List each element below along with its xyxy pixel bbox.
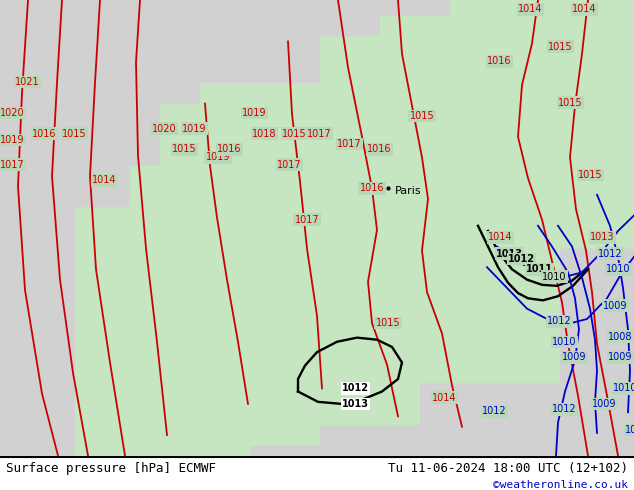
Text: 1010: 1010 bbox=[552, 337, 576, 347]
Text: 1016: 1016 bbox=[359, 183, 384, 194]
Text: Paris: Paris bbox=[395, 186, 422, 196]
Text: 1016: 1016 bbox=[32, 129, 56, 139]
Text: 1013: 1013 bbox=[496, 249, 523, 259]
Text: 1017: 1017 bbox=[277, 160, 302, 170]
Text: 1009: 1009 bbox=[562, 352, 586, 363]
Text: 1017: 1017 bbox=[295, 215, 320, 224]
Text: 1014: 1014 bbox=[488, 232, 512, 242]
Text: 1012: 1012 bbox=[547, 316, 572, 326]
Text: 1014: 1014 bbox=[432, 393, 456, 403]
Text: 1012: 1012 bbox=[598, 249, 623, 259]
Text: 1015: 1015 bbox=[376, 318, 400, 328]
Text: 1012: 1012 bbox=[342, 384, 369, 393]
Text: 1015: 1015 bbox=[410, 111, 434, 121]
Text: 1012: 1012 bbox=[552, 404, 577, 414]
Text: 1019: 1019 bbox=[0, 135, 25, 145]
Text: 1012: 1012 bbox=[508, 254, 535, 264]
Text: 1017: 1017 bbox=[337, 139, 361, 149]
Text: 1009: 1009 bbox=[608, 352, 633, 363]
Text: 1017: 1017 bbox=[0, 160, 25, 170]
Text: 1019: 1019 bbox=[206, 152, 230, 162]
Text: 1010: 1010 bbox=[625, 425, 634, 435]
Text: 1014: 1014 bbox=[518, 4, 543, 14]
Text: 1009: 1009 bbox=[592, 399, 616, 409]
Text: 1019: 1019 bbox=[182, 123, 207, 134]
Text: 1021: 1021 bbox=[15, 77, 39, 87]
Text: 1010: 1010 bbox=[613, 384, 634, 393]
Text: 1016: 1016 bbox=[367, 144, 392, 154]
Text: 1020: 1020 bbox=[0, 108, 25, 118]
Text: 1015: 1015 bbox=[558, 98, 583, 108]
Text: 1011: 1011 bbox=[526, 265, 553, 274]
Text: 1012: 1012 bbox=[482, 406, 507, 416]
Text: 1015: 1015 bbox=[172, 144, 197, 154]
Text: 1013: 1013 bbox=[342, 399, 369, 409]
Text: Tu 11-06-2024 18:00 UTC (12+102): Tu 11-06-2024 18:00 UTC (12+102) bbox=[387, 462, 628, 475]
Text: 1019: 1019 bbox=[242, 108, 266, 118]
Text: 1020: 1020 bbox=[152, 123, 177, 134]
Text: ©weatheronline.co.uk: ©weatheronline.co.uk bbox=[493, 480, 628, 490]
Text: Surface pressure [hPa] ECMWF: Surface pressure [hPa] ECMWF bbox=[6, 462, 216, 475]
Text: 1010: 1010 bbox=[606, 265, 630, 274]
Text: 1014: 1014 bbox=[92, 175, 117, 185]
Text: 1016: 1016 bbox=[217, 144, 242, 154]
Text: 1014: 1014 bbox=[572, 4, 597, 14]
Text: 1009: 1009 bbox=[603, 301, 628, 311]
Text: 1016: 1016 bbox=[487, 56, 512, 66]
Text: 1015: 1015 bbox=[578, 170, 603, 180]
Text: 1013: 1013 bbox=[590, 232, 614, 242]
Text: 1008: 1008 bbox=[608, 332, 633, 342]
Text: 1015: 1015 bbox=[548, 42, 573, 52]
Text: 1015: 1015 bbox=[62, 129, 87, 139]
Text: 1010: 1010 bbox=[542, 271, 567, 282]
Text: 1015: 1015 bbox=[282, 129, 307, 139]
Text: 1018: 1018 bbox=[252, 129, 276, 139]
Text: 1017: 1017 bbox=[307, 129, 332, 139]
